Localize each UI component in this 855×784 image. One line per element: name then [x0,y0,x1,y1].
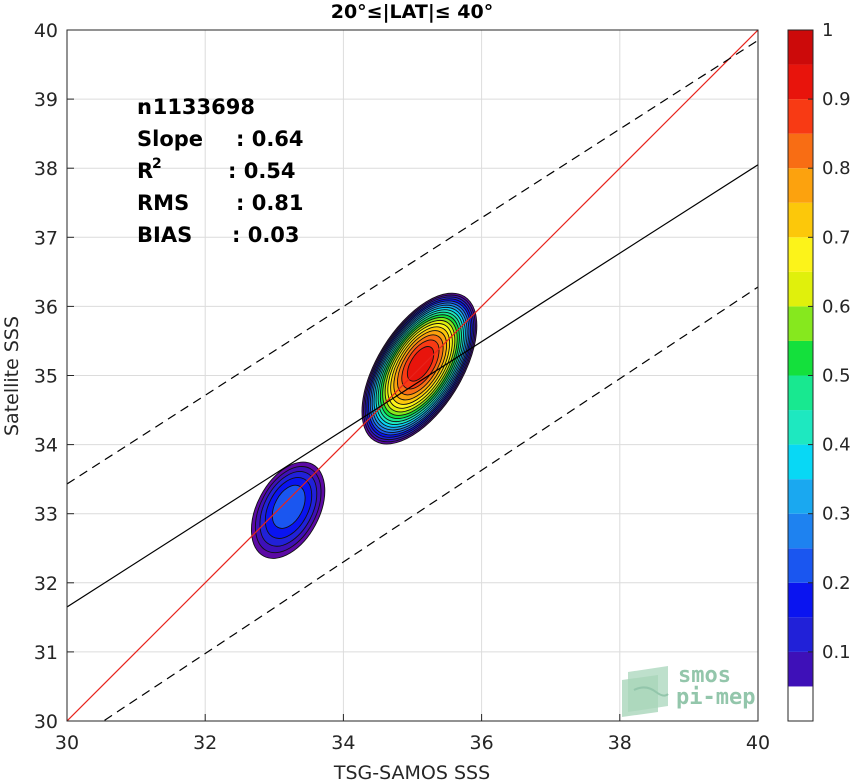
reference-lines [67,30,758,721]
y-tick-label: 38 [34,158,58,180]
colorbar-segment [788,168,813,203]
colorbar-segment [788,617,813,652]
y-tick-label: 34 [34,435,58,457]
colorbar-segment [788,202,813,238]
stat-value: : 0.64 [236,127,304,151]
colorbar: 0.1 0.2 0.3 0.4 0.5 0.6 0.7 0.8 0.9 1 [787,20,851,722]
colorbar-segment [788,651,813,687]
colorbar-segment [788,64,813,100]
x-axis-label: TSG-SAMOS SSS [333,762,490,784]
x-tick-label: 32 [193,732,217,754]
y-tick-label: 32 [34,573,58,595]
colorbar-segment [788,686,813,721]
y-tick-label: 39 [34,89,58,111]
colorbar-segment [788,133,813,169]
colorbar-segment [788,237,813,272]
x-tick-label: 34 [331,732,355,754]
colorbar-tick-label: 0.4 [822,435,851,456]
colorbar-tick-label: 0.7 [822,227,851,248]
statistics-box: n: 1133698 Slope : 0.64 R2 : 0.54 RMS : 0.81 BI… [137,95,304,247]
x-tick-label: 36 [470,732,494,754]
colorbar-tick-label: 0.1 [822,642,851,663]
x-tick-label: 40 [746,732,770,754]
stat-value: : 0.54 [228,159,296,183]
colorbar-segment [788,444,813,480]
watermark-line2: pi-mep [676,685,755,710]
colorbar-segment [788,271,813,307]
colorbar-segment [788,306,813,341]
stat-label: n [137,95,152,119]
colorbar-tick-label: 0.3 [822,504,851,525]
x-axis-ticks: 30 32 34 36 38 40 [55,714,770,754]
colorbar-segment [788,340,813,376]
colorbar-segment [788,548,813,583]
colorbar-segment [788,582,813,618]
stat-label: R [137,159,153,183]
stat-label: Slope [137,127,203,151]
y-axis-ticks: 30 31 32 33 34 35 36 37 38 39 40 [34,20,74,733]
smos-pi-mep-watermark: smos pi-mep [622,663,755,717]
y-tick-label: 33 [34,504,58,526]
y-tick-label: 35 [34,366,58,388]
colorbar-tick-label: 0.8 [822,158,851,179]
contour-band [406,346,435,382]
smos-logo-icon [622,666,669,717]
colorbar-tick-label: 0.9 [822,89,851,110]
colorbar-tick-label: 1 [822,20,833,41]
colorbar-segment [788,410,813,445]
watermark-line1: smos [678,663,731,688]
colorbar-segment [788,513,813,549]
stat-label: BIAS [137,223,192,247]
stat-value: : 0.03 [232,223,300,247]
colorbar-tick-label: 0.2 [822,573,851,594]
x-tick-label: 38 [608,732,632,754]
y-tick-label: 31 [34,642,58,664]
stat-superscript: 2 [152,156,162,172]
colorbar-tick-label: 0.6 [822,296,851,317]
colorbar-tick-label: 0.5 [822,366,851,387]
y-tick-label: 37 [34,227,58,249]
x-tick-label: 30 [55,732,79,754]
colorbar-segment [788,479,813,514]
stat-value: : 0.81 [236,191,304,215]
colorbar-segment [788,375,813,411]
y-tick-label: 36 [34,296,58,318]
contour-band [271,484,306,529]
chart-title: 20°≤|LAT|≤ 40° [331,1,494,23]
stat-label: RMS [137,191,189,215]
one-to-one-line [67,30,758,721]
y-tick-label: 30 [34,711,58,733]
lower-bound-line [102,286,758,721]
colorbar-segment [788,99,813,134]
colorbar-segment [788,30,813,65]
y-axis-label: Satellite SSS [1,316,23,436]
stat-value: : 1133698 [137,95,255,119]
y-tick-label: 40 [34,20,58,42]
regression-line [67,164,758,608]
grid-lines [66,29,759,722]
upper-bound-line [67,39,758,485]
